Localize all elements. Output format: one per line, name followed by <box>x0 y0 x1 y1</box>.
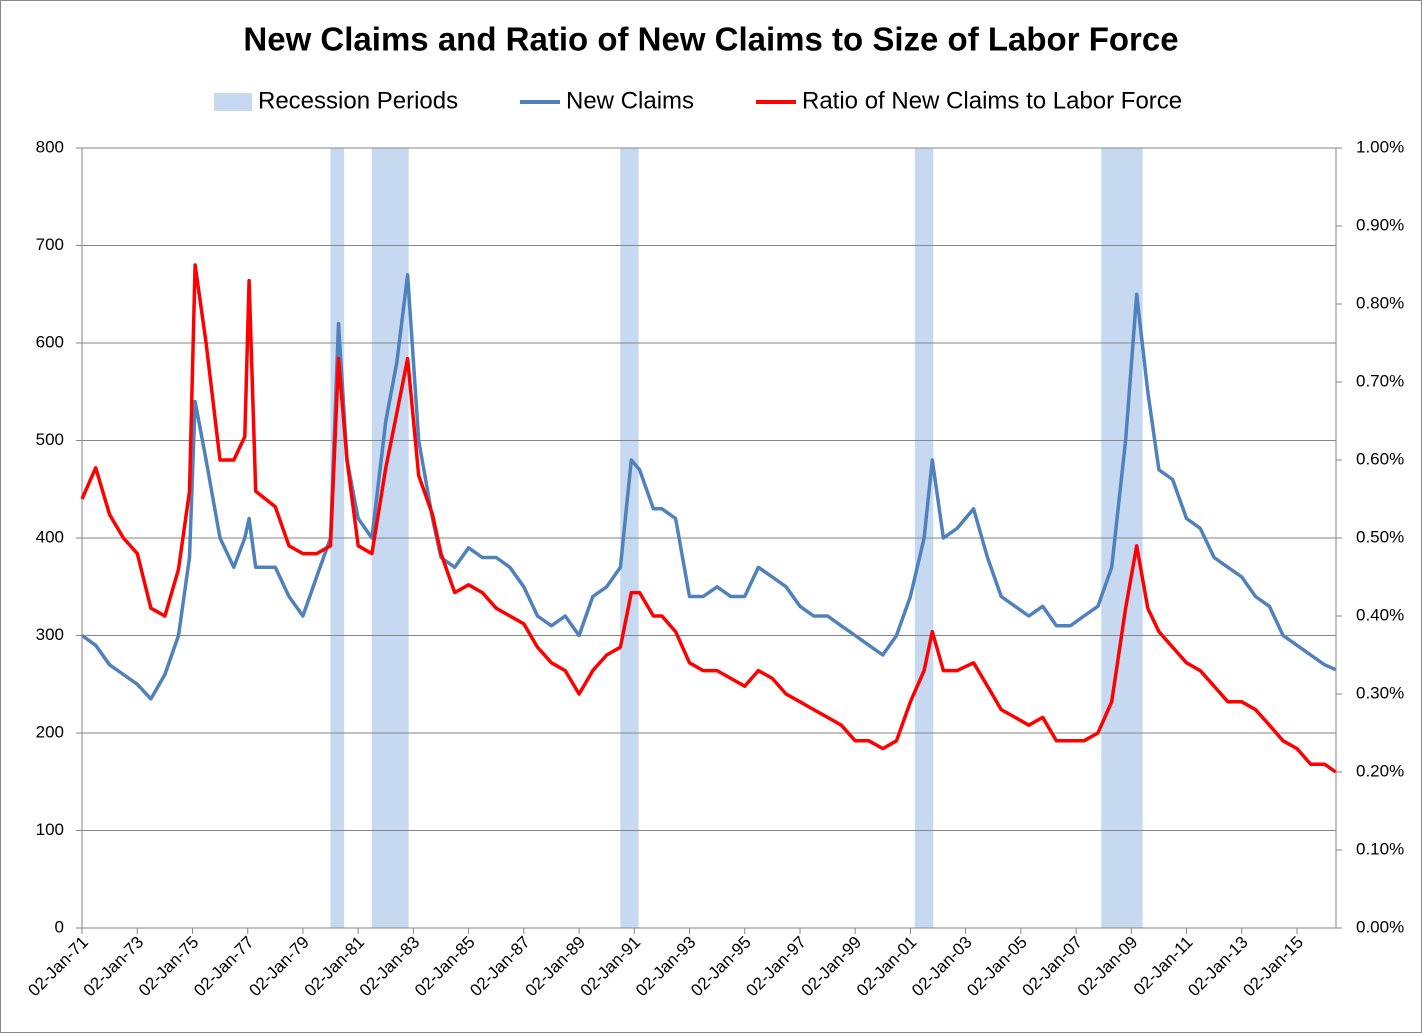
y-tick-label: 200 <box>36 722 64 741</box>
chart-title: New Claims and Ratio of New Claims to Si… <box>243 21 1178 58</box>
y-tick-label: 100 <box>36 820 64 839</box>
legend-label: Recession Periods <box>258 87 458 114</box>
y2-tick-label: 0.30% <box>1356 683 1404 702</box>
y2-tick-label: 0.90% <box>1356 215 1404 234</box>
y-tick-label: 800 <box>36 137 64 156</box>
y2-tick-label: 0.80% <box>1356 293 1404 312</box>
series-line <box>80 273 1337 701</box>
y-tick-label: 600 <box>36 332 64 351</box>
y-tick-label: 500 <box>36 430 64 449</box>
legend-label: Ratio of New Claims to Labor Force <box>802 87 1182 114</box>
y2-tick-label: 0.10% <box>1356 839 1404 858</box>
legend-label: New Claims <box>566 87 694 114</box>
y-tick-label: 300 <box>36 625 64 644</box>
y2-tick-label: 0.50% <box>1356 527 1404 546</box>
y-tick-label: 700 <box>36 235 64 254</box>
y2-tick-label: 0.60% <box>1356 449 1404 468</box>
y2-tick-label: 0.40% <box>1356 605 1404 624</box>
y-tick-label: 400 <box>36 527 64 546</box>
y2-tick-label: 0.20% <box>1356 761 1404 780</box>
legend-swatch <box>214 93 252 111</box>
y-tick-label: 0 <box>55 917 64 936</box>
series-line <box>80 263 1337 774</box>
y2-tick-label: 1.00% <box>1356 137 1404 156</box>
y2-tick-label: 0.70% <box>1356 371 1404 390</box>
y2-tick-label: 0.00% <box>1356 917 1404 936</box>
